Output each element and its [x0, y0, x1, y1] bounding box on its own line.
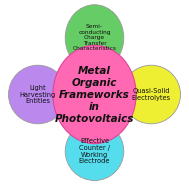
- Ellipse shape: [9, 65, 67, 124]
- Text: Quasi-Solid
Electrolytes: Quasi-Solid Electrolytes: [132, 88, 171, 101]
- Ellipse shape: [65, 5, 124, 71]
- Ellipse shape: [65, 122, 124, 180]
- Text: Effective
Counter /
Working
Electrode: Effective Counter / Working Electrode: [79, 138, 110, 164]
- Text: Metal
Organic
Frameworks
in
Photovoltaics: Metal Organic Frameworks in Photovoltaic…: [55, 66, 134, 123]
- Text: Semi-
conducting
Charge
Transfer
Characteristics: Semi- conducting Charge Transfer Charact…: [73, 24, 116, 51]
- Ellipse shape: [53, 45, 136, 144]
- Ellipse shape: [122, 65, 180, 124]
- Text: Light
Harvesting
Entities: Light Harvesting Entities: [20, 85, 56, 104]
